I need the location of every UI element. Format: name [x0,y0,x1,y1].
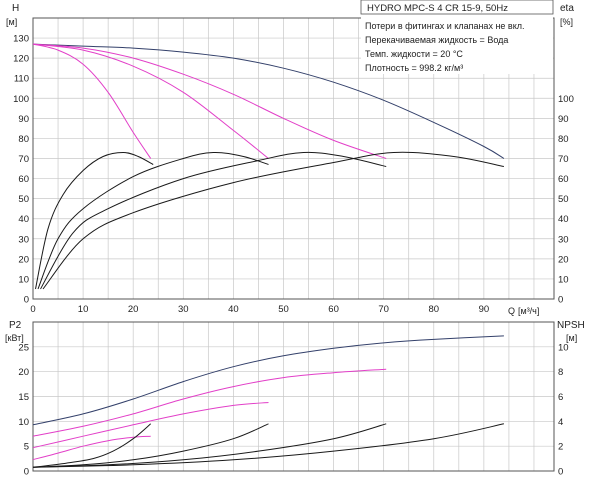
info-fittings: Потери в фитингах и клапанах не вкл. [365,21,525,31]
x-tick-label: 80 [428,304,439,315]
info-box [361,16,553,74]
y-tick-label: 130 [13,34,29,45]
y-tick-label: 20 [18,254,29,265]
info-density: Плотность = 998.2 кг/м³ [365,63,463,73]
y-tick-label: 0 [24,467,29,478]
y-tick-label: 90 [18,114,29,125]
y2-tick-label: 20 [558,254,569,265]
curve-p2-2 [32,402,269,449]
y-tick-label: 100 [13,94,29,105]
y-tick-label: 70 [18,154,29,165]
power-npsh-panel: 0 5 10 15 20 25 0 2 4 6 8 10 P2 [кВт] NPSH [м] [5,320,585,478]
y2-tick-label: 70 [558,154,569,165]
npsh-axis-label: NPSH [557,320,585,331]
y2-tick-label: 4 [558,417,563,428]
y2-tick-label: 8 [558,367,563,378]
x-tick-label: 30 [178,304,189,315]
y2-tick-label: 80 [558,134,569,145]
info-temperature: Темп. жидкости = 20 °C [365,49,463,59]
y2-axis-label: eta [560,3,574,14]
y-tick-label: 30 [18,234,29,245]
curve-head-3 [32,43,387,159]
bottom-plot-frame [32,321,555,472]
info-liquid: Перекачиваемая жидкость = Вода [365,35,508,45]
y-tick-label: 15 [18,392,29,403]
y-tick-label: 10 [18,417,29,428]
y-tick-label: 10 [18,274,29,285]
y2-axis-unit: [%] [560,17,573,27]
y2-tick-label: 90 [558,114,569,125]
y2-tick-label: 30 [558,234,569,245]
top-series [32,43,505,290]
p2-axis-label: P2 [9,320,22,331]
x-tick-label: 10 [78,304,89,315]
x-tick-label: 60 [328,304,339,315]
top-tick-labels: 0102030405060708090100110120130010203040… [13,34,574,315]
curve-head-2 [32,43,269,159]
y-tick-label: 0 [24,295,29,306]
x-tick-label: 20 [128,304,139,315]
npsh-axis-unit: [м] [566,333,577,343]
x-axis-unit: [м³/ч] [518,306,539,316]
top-plot-frame [32,17,555,300]
y-tick-label: 50 [18,194,29,205]
curve-p2-3 [32,368,387,437]
y-tick-label: 60 [18,174,29,185]
y2-tick-label: 100 [558,94,574,105]
curve-eta-4 [42,151,504,290]
curve-npsh-3 [32,423,387,468]
p2-axis-unit: [кВт] [5,333,24,343]
curve-head-1 [32,43,152,159]
x-tick-label: 50 [278,304,289,315]
curve-p2-max [32,335,504,426]
x-tick-label: 0 [30,304,35,315]
bottom-grid [33,322,554,471]
y-axis-label: H [12,3,19,14]
y2-tick-label: 50 [558,194,569,205]
y-tick-label: 120 [13,54,29,65]
top-grid [33,18,554,299]
head-eta-panel: 0102030405060708090100110120130010203040… [6,0,574,316]
bottom-series [32,335,505,468]
y-tick-label: 80 [18,134,29,145]
x-tick-label: 70 [378,304,389,315]
y-tick-label: 20 [18,367,29,378]
chart-title: HYDRO MPC-S 4 CR 15-9, 50Hz [367,3,508,14]
y2-tick-label: 40 [558,214,569,225]
bottom-tick-labels: 0 5 10 15 20 25 0 2 4 6 8 10 [18,342,568,477]
y2-tick-label: 10 [558,342,569,353]
x-tick-label: 90 [479,304,490,315]
y2-tick-label: 6 [558,392,563,403]
curve-npsh-2 [32,423,269,468]
x-tick-label: 40 [228,304,239,315]
curve-head-max [32,43,505,159]
y-axis-unit: [м] [6,17,17,27]
y2-tick-label: 0 [558,467,563,478]
curve-eta-2 [37,151,269,290]
y2-tick-label: 2 [558,442,563,453]
curve-eta-1 [35,151,154,290]
y2-tick-label: 0 [558,295,563,306]
x-axis-label: Q [508,306,515,316]
y-tick-label: 40 [18,214,29,225]
title-box [360,0,554,15]
y-tick-label: 5 [24,442,29,453]
y-tick-label: 25 [18,342,29,353]
y-tick-label: 110 [14,74,29,85]
y2-tick-label: 60 [558,174,569,185]
y2-tick-label: 10 [558,274,569,285]
curve-eta-3 [40,151,387,290]
curve-npsh-4 [32,423,505,468]
curve-npsh-1 [32,423,152,468]
